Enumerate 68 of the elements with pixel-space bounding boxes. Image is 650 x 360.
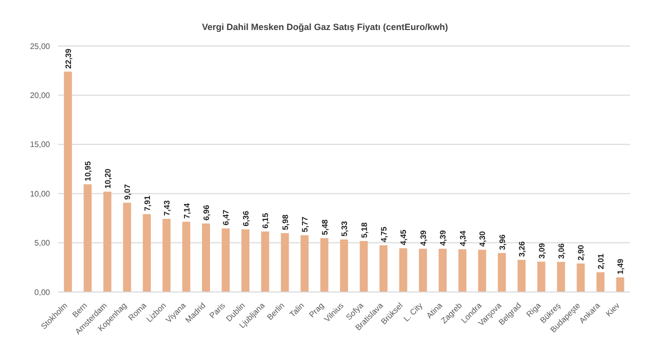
data-label: 4,34 xyxy=(458,230,468,246)
data-label: 4,39 xyxy=(418,230,428,246)
bar xyxy=(616,277,624,292)
data-label: 22,39 xyxy=(64,48,73,69)
data-label: 4,30 xyxy=(478,230,488,247)
bar xyxy=(458,249,466,292)
data-label: 7,91 xyxy=(142,195,152,212)
bar xyxy=(438,248,447,292)
data-label: 10,95 xyxy=(84,160,93,182)
data-label: 7,43 xyxy=(162,200,172,216)
data-label: 4,39 xyxy=(438,230,448,246)
x-tick-label: L. City xyxy=(402,301,424,324)
bar xyxy=(596,272,604,292)
x-tick-label: Kiev xyxy=(604,301,622,318)
bar xyxy=(202,224,210,292)
y-tick-label: 20,00 xyxy=(30,91,51,100)
data-label: 5,18 xyxy=(360,222,369,238)
bar xyxy=(182,222,190,292)
bar xyxy=(261,231,270,292)
data-label: 6,96 xyxy=(202,204,211,221)
y-tick-label: 5,00 xyxy=(34,238,51,248)
data-label: 3,96 xyxy=(498,234,507,250)
bar xyxy=(222,228,230,292)
data-label: 4,75 xyxy=(380,226,389,242)
data-label: 3,06 xyxy=(557,242,566,259)
bar xyxy=(300,235,309,292)
bar xyxy=(123,202,132,292)
bar xyxy=(576,263,585,292)
data-label: 6,15 xyxy=(261,212,270,228)
data-label: 9,07 xyxy=(123,184,132,200)
bar xyxy=(64,72,72,292)
bar xyxy=(399,248,408,292)
bar xyxy=(380,245,388,292)
data-label: 3,26 xyxy=(518,240,527,257)
bar xyxy=(103,192,112,292)
data-label: 5,48 xyxy=(320,218,330,236)
bar xyxy=(241,229,250,292)
bar xyxy=(498,253,506,292)
bar xyxy=(162,218,171,292)
data-label: 3,09 xyxy=(537,242,546,259)
x-tick-label: Talin xyxy=(288,301,306,320)
data-label: 5,98 xyxy=(280,214,290,230)
data-label: 7,14 xyxy=(182,202,192,219)
data-label: 5,33 xyxy=(340,220,350,237)
data-label: 6,47 xyxy=(222,209,231,226)
bar xyxy=(340,240,348,292)
bar xyxy=(142,214,151,292)
bar xyxy=(84,184,92,292)
data-label: 5,77 xyxy=(300,216,310,232)
y-tick-label: 0,00 xyxy=(34,288,51,297)
data-label: 2,90 xyxy=(576,244,586,260)
bar xyxy=(557,262,566,292)
data-label: 2,01 xyxy=(596,253,606,270)
bar xyxy=(518,260,526,292)
y-tick-label: 25,00 xyxy=(30,42,51,51)
y-tick-label: 15,00 xyxy=(30,140,51,150)
data-label: 4,45 xyxy=(399,229,408,246)
chart-title: Vergi Dahil Mesken Doğal Gaz Satış Fiyatı (centEuro/kwh) xyxy=(200,21,450,32)
bar xyxy=(360,241,368,292)
data-label: 1,49 xyxy=(616,258,626,274)
bar xyxy=(478,250,486,292)
bar xyxy=(418,248,427,292)
bar xyxy=(280,233,289,292)
data-label: 6,36 xyxy=(241,210,250,226)
bar xyxy=(537,262,546,292)
bar xyxy=(320,238,328,292)
data-label: 10,20 xyxy=(103,168,112,189)
y-tick-label: 10,00 xyxy=(30,189,51,198)
